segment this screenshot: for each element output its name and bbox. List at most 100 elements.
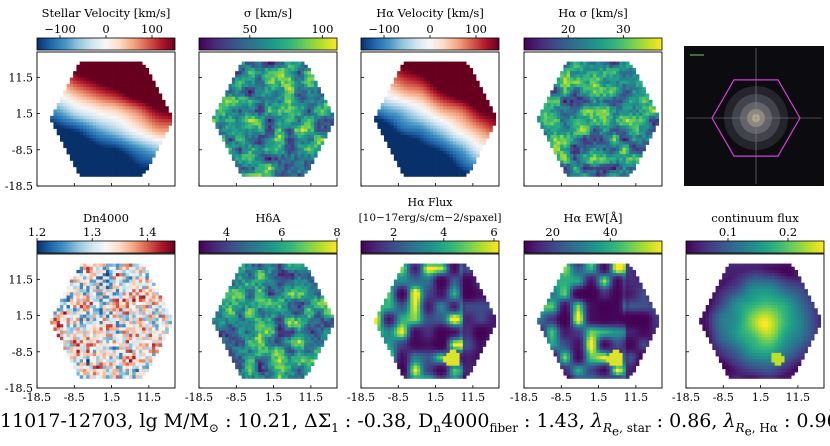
- heatmap-cell: [570, 150, 574, 155]
- heatmap-cell: [115, 150, 120, 155]
- heatmap-cell: [294, 67, 298, 72]
- heatmap-cell: [426, 147, 431, 152]
- heatmap-cell: [86, 125, 90, 129]
- heatmap-cell: [423, 115, 428, 120]
- heatmap-cell: [436, 115, 441, 120]
- heatmap-cell: [245, 99, 249, 104]
- heatmap-cell: [446, 166, 451, 171]
- heatmap-cell: [112, 368, 117, 373]
- heatmap-cell: [132, 269, 136, 274]
- heatmap-cell: [96, 292, 100, 296]
- heatmap-cell: [129, 109, 133, 113]
- heatmap-cell: [96, 282, 100, 287]
- heatmap-cell: [109, 74, 113, 78]
- heatmap-cell: [307, 119, 312, 123]
- heatmap-cell: [294, 154, 298, 158]
- heatmap-cell: [606, 80, 610, 85]
- heatmap-cell: [586, 61, 591, 66]
- heatmap-cell: [426, 166, 431, 171]
- heatmap-cell: [112, 138, 117, 142]
- heatmap-cell: [271, 134, 275, 139]
- heatmap-cell: [629, 71, 633, 75]
- heatmap-cell: [469, 154, 474, 158]
- heatmap-cell: [115, 292, 120, 296]
- heatmap-cell: [400, 74, 405, 78]
- heatmap-cell: [145, 74, 150, 78]
- heatmap-cell: [423, 138, 428, 142]
- heatmap-cell: [629, 150, 633, 155]
- heatmap-cell: [254, 115, 259, 120]
- heatmap-cell: [264, 96, 269, 101]
- heatmap-cell: [79, 263, 84, 268]
- heatmap-cell: [423, 61, 428, 66]
- heatmap-cell: [102, 144, 107, 149]
- heatmap-cell: [99, 138, 104, 142]
- heatmap-cell: [323, 131, 328, 136]
- heatmap-cell: [142, 166, 146, 171]
- heatmap-cell: [79, 368, 84, 373]
- heatmap-cell: [79, 346, 84, 351]
- heatmap-cell: [287, 170, 292, 174]
- heatmap-cell: [235, 71, 239, 75]
- heatmap-cell: [83, 336, 87, 341]
- heatmap-cell: [76, 372, 81, 376]
- heatmap-cell: [583, 160, 587, 165]
- heatmap-cell: [606, 96, 610, 101]
- heatmap-cell: [76, 343, 81, 347]
- heatmap-cell: [550, 106, 554, 110]
- heatmap-cell: [291, 112, 295, 117]
- heatmap-cell: [235, 163, 239, 168]
- heatmap-cell: [129, 90, 133, 94]
- heatmap-cell: [563, 74, 568, 78]
- heatmap-cell: [632, 166, 637, 171]
- heatmap-cell: [387, 144, 391, 149]
- heatmap-cell: [446, 83, 451, 88]
- heatmap-cell: [453, 90, 457, 94]
- heatmap-cell: [420, 166, 424, 171]
- heatmap-cell: [106, 298, 110, 303]
- heatmap-cell: [161, 115, 166, 120]
- heatmap-cell: [407, 144, 411, 149]
- heatmap-cell: [426, 103, 431, 107]
- heatmap-cell: [407, 93, 411, 98]
- heatmap-cell: [586, 99, 591, 104]
- heatmap-cell: [83, 112, 87, 117]
- heatmap-cell: [92, 131, 97, 136]
- heatmap-cell: [560, 87, 564, 91]
- heatmap-cell: [645, 119, 650, 123]
- heatmap-cell: [138, 90, 143, 94]
- heatmap-cell: [609, 147, 614, 152]
- heatmap-cell: [459, 67, 464, 72]
- heatmap-cell: [320, 96, 325, 101]
- heatmap-cell: [579, 93, 584, 98]
- heatmap-cell: [241, 141, 246, 145]
- heatmap-cell: [115, 141, 120, 145]
- heatmap-cell: [307, 134, 312, 139]
- heatmap-cell: [225, 93, 229, 98]
- heatmap-cell: [258, 138, 262, 142]
- heatmap-cell: [115, 122, 120, 126]
- heatmap-cell: [138, 93, 143, 98]
- heatmap-cell: [472, 154, 477, 158]
- heatmap-cell: [258, 87, 262, 91]
- heatmap-cell: [589, 119, 594, 123]
- heatmap-cell: [456, 170, 460, 174]
- heatmap-cell: [228, 150, 233, 155]
- heatmap-cell: [79, 166, 84, 171]
- heatmap-cell: [449, 87, 454, 91]
- heatmap-cell: [69, 122, 74, 126]
- heatmap-cell: [304, 99, 308, 104]
- heatmap-cell: [307, 160, 312, 165]
- heatmap-cell: [439, 87, 444, 91]
- heatmap-cell: [304, 166, 308, 171]
- heatmap-cell: [277, 166, 282, 171]
- heatmap-cell: [612, 150, 617, 155]
- heatmap-cell: [66, 308, 71, 312]
- heatmap-cell: [122, 61, 127, 66]
- heatmap-cell: [245, 87, 249, 91]
- heatmap-cell: [106, 263, 110, 268]
- heatmap-cell: [446, 163, 451, 168]
- heatmap-cell: [622, 77, 627, 82]
- heatmap-cell: [125, 282, 130, 287]
- heatmap-cell: [79, 90, 84, 94]
